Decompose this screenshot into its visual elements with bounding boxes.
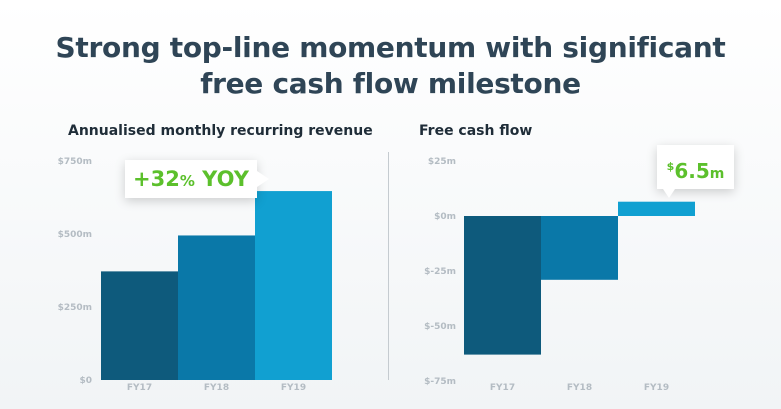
yoy-percent-sign: % xyxy=(179,172,195,190)
arr-chart-title: Annualised monthly recurring revenue xyxy=(68,123,373,139)
fcf-ytick-label: $25m xyxy=(428,157,456,167)
fcf-chart-title: Free cash flow xyxy=(419,123,533,139)
title-line-1: Strong top-line momentum with significan… xyxy=(55,31,726,64)
fcf-ytick-label: $-25m xyxy=(424,267,456,277)
yoy-growth-callout: +32% YOY xyxy=(125,160,269,198)
fcf-ytick-label: $0m xyxy=(434,212,456,222)
fcf-chart: $25m $0m $-25m $-50m $-75m FY17 FY18 FY19 xyxy=(424,157,695,393)
arr-bar-fy18 xyxy=(178,235,255,380)
fcf-x-label: FY17 xyxy=(490,383,515,393)
arr-bar-fy19 xyxy=(255,191,332,380)
page-title: Strong top-line momentum with significan… xyxy=(0,30,781,102)
arr-ytick-label: $500m xyxy=(58,230,92,240)
title-line-2: free cash flow milestone xyxy=(200,67,581,100)
arr-x-label: FY18 xyxy=(204,383,229,393)
arr-x-label: FY19 xyxy=(281,383,306,393)
fcf-value-callout: $6.5m xyxy=(657,145,734,198)
arr-ytick-label: $750m xyxy=(58,157,92,167)
arr-bar-fy17 xyxy=(101,271,178,380)
fcf-bar-fy18 xyxy=(541,216,618,280)
fcf-ytick-label: $-50m xyxy=(424,322,456,332)
fcf-x-label: FY18 xyxy=(567,383,592,393)
fcf-currency: $ xyxy=(666,160,675,173)
fcf-value: 6.5 xyxy=(674,159,710,183)
fcf-unit: m xyxy=(709,166,725,182)
arr-ytick-label: $250m xyxy=(58,303,92,313)
chart-divider xyxy=(388,152,389,380)
arr-ytick-label: $0 xyxy=(79,376,92,386)
yoy-value: +32 xyxy=(133,167,180,191)
arr-x-label: FY17 xyxy=(127,383,152,393)
fcf-bar-fy17 xyxy=(464,216,541,355)
fcf-bar-fy19 xyxy=(618,201,695,216)
yoy-suffix: YOY xyxy=(194,167,249,191)
arr-chart: $0 $250m $500m $750m FY17 FY18 FY19 xyxy=(58,157,332,393)
fcf-ytick-label: $-75m xyxy=(424,377,456,387)
fcf-x-label: FY19 xyxy=(644,383,669,393)
